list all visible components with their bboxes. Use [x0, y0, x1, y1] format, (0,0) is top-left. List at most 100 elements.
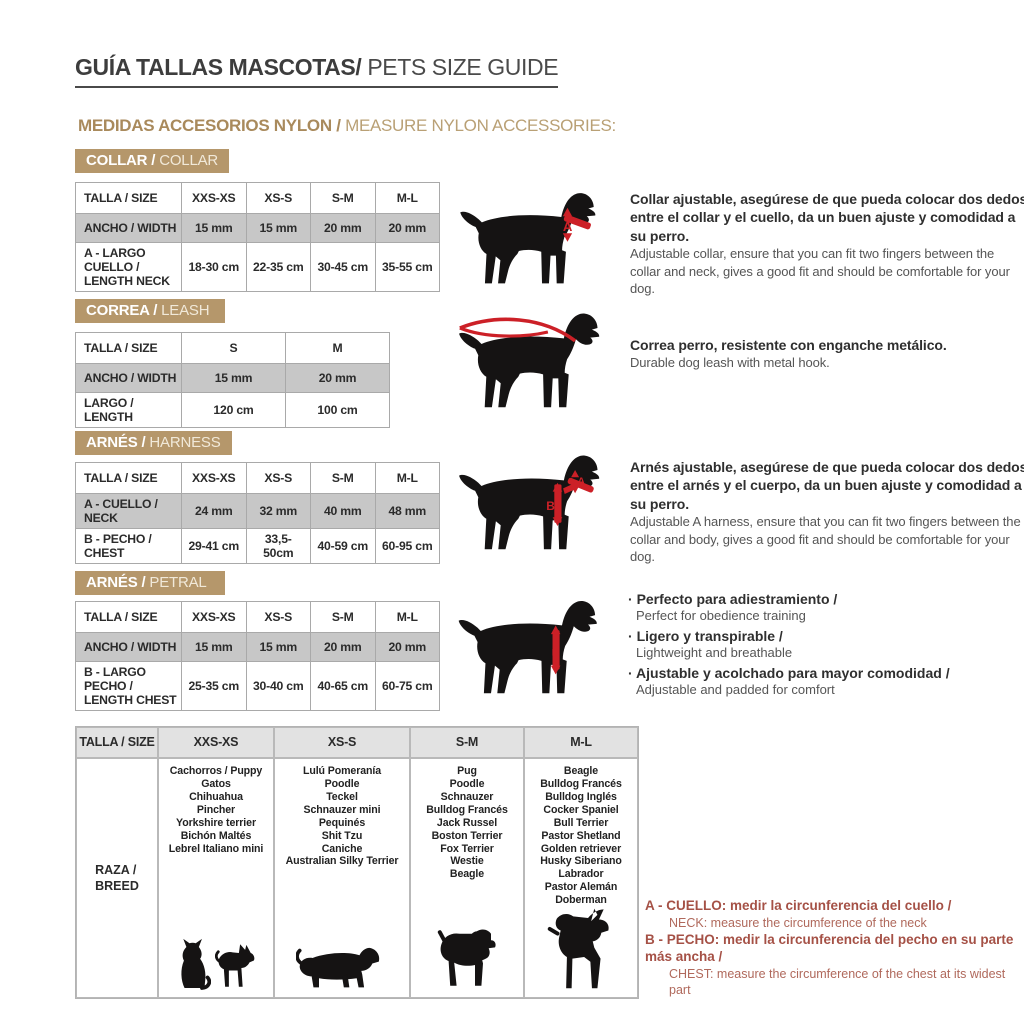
row-label: B - LARGO PECHO / LENGTH CHEST — [75, 660, 182, 712]
note-es: B - PECHO: medir la circunferencia del p… — [645, 931, 1014, 965]
feature-en: Adjustable and padded for comfort — [636, 682, 835, 698]
breed-list: Pug Poodle Schnauzer Bulldog Francés Jac… — [426, 765, 508, 881]
collar-table: TALLA / SIZE XXS-XS XS-S S-M M-L ANCHO /… — [75, 182, 440, 293]
table-cell: 20 mm — [374, 213, 440, 243]
leash-desc-es: Correa perro, resistente con enganche me… — [630, 337, 947, 353]
petral-features-list: Perfecto para adiestramiento / Perfect f… — [628, 590, 1024, 701]
table-cell: S — [181, 332, 286, 364]
feature-en: Perfect for obedience training — [636, 608, 806, 624]
row-label: ANCHO / WIDTH — [75, 213, 182, 243]
petral-marker-b: B — [552, 647, 559, 658]
feature-item: Ligero y transpirable / Lightweight and … — [628, 627, 1024, 662]
badge-en: COLLAR — [159, 152, 219, 169]
leash-table: TALLA / SIZE S M ANCHO / WIDTH 15 mm 20 … — [75, 332, 390, 429]
leash-section-badge: CORREA / LEASH — [75, 299, 225, 323]
table-cell: XXS-XS — [181, 601, 247, 633]
feature-item: Perfecto para adiestramiento / Perfect f… — [628, 590, 1024, 625]
table-cell: 30-40 cm — [245, 660, 311, 712]
measurement-notes: A - CUELLO: medir la circunferencia del … — [645, 897, 1017, 998]
table-cell: XXS-XS — [181, 462, 247, 494]
badge-en: HARNESS — [149, 434, 221, 451]
raza-breed-label: RAZA / BREED — [76, 758, 158, 999]
feature-es: Perfecto para adiestramiento / — [628, 590, 1024, 608]
harness-desc-en: Adjustable A harness, ensure that you ca… — [630, 514, 1021, 564]
doberman-silhouette-icon — [539, 907, 623, 993]
dog-with-leash-icon — [459, 313, 600, 408]
badge-es: ARNÉS / — [86, 434, 150, 451]
table-cell: 15 mm — [181, 363, 286, 393]
table-cell: S-M — [310, 462, 376, 494]
table-cell: 40 mm — [310, 492, 376, 530]
breed-column-xs-s: Lulú Pomeranía Poodle Teckel Schnauzer m… — [274, 758, 410, 999]
leash-description: Correa perro, resistente con enganche me… — [630, 336, 1024, 372]
collar-marker-a: A — [563, 219, 573, 234]
subtitle-es: MEDIDAS ACCESORIOS NYLON / — [78, 116, 346, 135]
column-header: XXS-XS — [158, 727, 274, 758]
column-header: S-M — [410, 727, 524, 758]
page-title-es: GUÍA TALLAS MASCOTAS/ — [75, 54, 362, 80]
row-label: LARGO / LENGTH — [75, 391, 182, 429]
table-cell: 15 mm — [245, 632, 311, 662]
table-cell: 32 mm — [245, 492, 311, 530]
table-cell: 60-75 cm — [374, 660, 440, 712]
table-cell: 35-55 cm — [374, 241, 440, 293]
table-cell: S-M — [310, 182, 376, 214]
table-cell: 60-95 cm — [374, 528, 440, 565]
row-label: B - PECHO / CHEST — [75, 528, 182, 565]
table-cell: 20 mm — [310, 213, 376, 243]
breed-column-m-l: Beagle Bulldog Francés Bulldog Inglés Co… — [524, 758, 638, 999]
column-header: M-L — [524, 727, 638, 758]
row-label: A - LARGO CUELLO / LENGTH NECK — [75, 241, 182, 293]
column-header: XS-S — [274, 727, 410, 758]
row-label: A - CUELLO / NECK — [75, 492, 182, 530]
table-cell: 15 mm — [181, 632, 247, 662]
badge-es: ARNÉS / — [86, 574, 150, 591]
breed-column-s-m: Pug Poodle Schnauzer Bulldog Francés Jac… — [410, 758, 524, 999]
table-cell: 40-65 cm — [310, 660, 376, 712]
collar-section-badge: COLLAR / COLLAR — [75, 149, 230, 173]
feature-item: Ajustable y acolchado para mayor comodid… — [628, 664, 1024, 699]
table-cell: 120 cm — [181, 391, 286, 429]
table-cell: 20 mm — [310, 632, 376, 662]
harness-section-badge: ARNÉS / HARNESS — [75, 431, 232, 455]
row-label: TALLA / SIZE — [75, 332, 182, 364]
row-label: ANCHO / WIDTH — [75, 363, 182, 393]
row-label: TALLA / SIZE — [75, 601, 182, 633]
note-item: A - CUELLO: medir la circunferencia del … — [645, 897, 1017, 931]
row-label: TALLA / SIZE — [75, 462, 182, 494]
page-title: GUÍA TALLAS MASCOTAS/ PETS SIZE GUIDE — [75, 54, 559, 88]
breed-size-table: TALLA / SIZE XXS-XS XS-S S-M M-L RAZA / … — [75, 726, 639, 1000]
table-cell: 15 mm — [245, 213, 311, 243]
table-cell: XS-S — [245, 182, 311, 214]
feature-en: Lightweight and breathable — [636, 645, 793, 661]
note-es: A - CUELLO: medir la circunferencia del … — [645, 898, 952, 913]
table-cell: M — [285, 332, 390, 364]
petral-section-badge: ARNÉS / PETRAL — [75, 571, 225, 595]
table-cell: 20 mm — [374, 632, 440, 662]
breed-list: Cachorros / Puppy Gatos Chihuahua Pinche… — [168, 765, 264, 855]
petral-table: TALLA / SIZE XXS-XS XS-S S-M M-L ANCHO /… — [75, 601, 440, 712]
collar-description: Collar ajustable, asegúrese de que pueda… — [630, 190, 1024, 297]
harness-table: TALLA / SIZE XXS-XS XS-S S-M M-L A - CUE… — [75, 462, 440, 565]
table-cell: XXS-XS — [181, 182, 247, 214]
table-cell: 29-41 cm — [181, 528, 247, 565]
table-cell: 48 mm — [374, 492, 440, 530]
page-title-en: PETS SIZE GUIDE — [361, 54, 559, 80]
note-en: NECK: measure the circumference of the n… — [669, 915, 927, 930]
table-cell: 40-59 cm — [310, 528, 376, 565]
table-cell: M-L — [374, 462, 440, 494]
harness-marker-a: A — [578, 476, 586, 487]
badge-en: PETRAL — [149, 574, 207, 591]
subtitle-en: MEASURE NYLON ACCESSORIES: — [345, 116, 616, 135]
column-header: TALLA / SIZE — [76, 727, 158, 758]
table-cell: 100 cm — [285, 391, 390, 429]
table-cell: 22-35 cm — [245, 241, 311, 293]
dog-with-collar-icon: A — [460, 193, 596, 284]
harness-marker-b: B — [546, 499, 555, 513]
table-cell: XS-S — [245, 462, 311, 494]
badge-en: LEASH — [161, 302, 210, 319]
table-cell: 18-30 cm — [181, 241, 247, 293]
feature-es: Ligero y transpirable / — [628, 627, 1024, 645]
feature-es: Ajustable y acolchado para mayor comodid… — [628, 664, 1024, 682]
dog-with-chest-strap-icon: B — [458, 600, 597, 694]
